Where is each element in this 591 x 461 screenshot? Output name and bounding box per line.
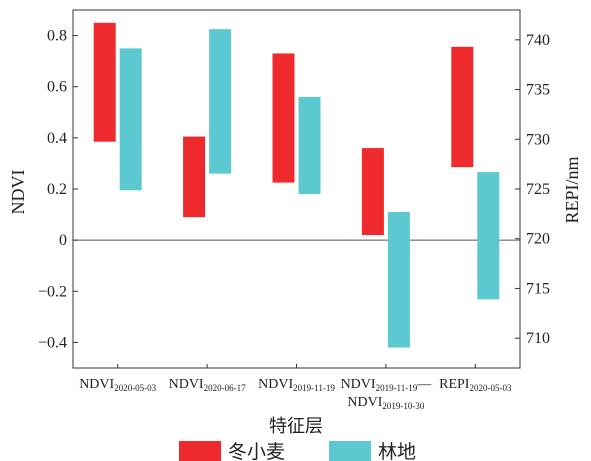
right-tick-label-6: 710 (526, 330, 550, 347)
legend-swatch-series-2 (329, 441, 371, 461)
bar-series-1-cat-3 (272, 53, 295, 183)
left-tick-label-6: −0.4 (38, 334, 67, 351)
right-tick-label-2: 730 (526, 131, 550, 148)
legend-swatch-series-1 (179, 441, 221, 461)
legend-label-series-2: 林地 (378, 441, 416, 461)
left-tick-label-5: −0.2 (38, 283, 67, 300)
right-tick-label-4: 720 (526, 231, 550, 248)
bar-series-1-cat-5 (451, 46, 474, 168)
left-tick-label-0: 0.8 (47, 28, 67, 45)
right-tick-label-0: 740 (526, 32, 550, 49)
right-tick-label-3: 725 (526, 181, 550, 198)
bar-series-1-cat-1 (93, 22, 116, 142)
bar-series-2-cat-4 (387, 212, 410, 348)
left-tick-label-2: 0.4 (47, 130, 67, 147)
bars-group (93, 22, 500, 348)
right-tick-label-5: 715 (526, 280, 550, 297)
x-tick-label-5: REPI2020-05-03 (439, 377, 512, 393)
bar-series-2-cat-1 (119, 48, 142, 191)
bar-series-2-cat-3 (298, 96, 321, 195)
bar-series-2-cat-5 (477, 172, 500, 300)
left-tick-label-3: 0.2 (47, 181, 67, 198)
legend: 冬小麦 林地 (179, 441, 416, 461)
bar-series-1-cat-2 (183, 136, 206, 218)
bar-series-1-cat-4 (361, 148, 384, 236)
bar-series-2-cat-2 (209, 29, 232, 174)
x-tick-label-4-line2: NDVI2019-10-30 (347, 395, 424, 411)
y-axis-title-right: REPI/nm (562, 156, 582, 223)
x-axis-title: 特征层 (269, 416, 323, 437)
left-y-axis: 0.8 0.6 0.4 0.2 0 −0.2 −0.4 (38, 28, 78, 351)
right-y-axis: 740 735 730 725 720 715 710 (515, 32, 550, 347)
x-tick-label-2: NDVI2020-06-17 (169, 377, 246, 393)
left-tick-label-4: 0 (59, 232, 67, 249)
legend-label-series-1: 冬小麦 (228, 441, 285, 461)
right-tick-label-1: 735 (526, 82, 550, 99)
x-tick-label-3: NDVI2019-11-19 (258, 377, 335, 393)
left-tick-label-1: 0.6 (47, 79, 67, 96)
x-tick-label-1: NDVI2020-05-03 (79, 377, 156, 393)
x-axis: NDVI2020-05-03 NDVI2020-06-17 NDVI2019-11-… (79, 364, 512, 411)
x-tick-label-4: NDVI2019-11-19— (341, 377, 433, 393)
y-axis-title-left: NDVI (8, 170, 28, 215)
